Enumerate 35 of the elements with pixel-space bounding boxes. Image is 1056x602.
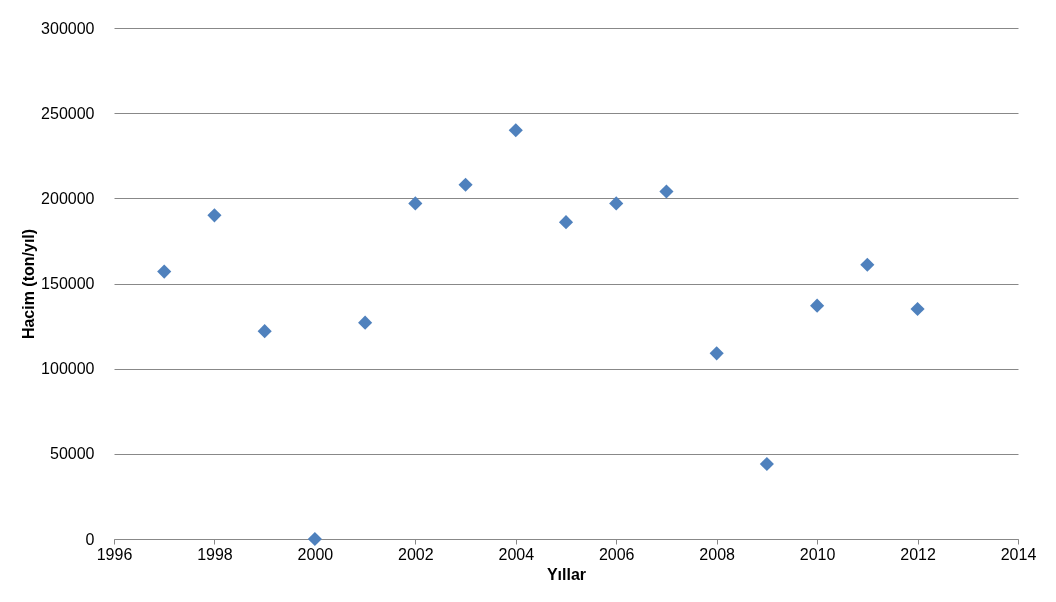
point	[408, 196, 423, 211]
y-tick-label: 100000	[41, 360, 95, 378]
point	[659, 184, 674, 199]
point	[759, 456, 774, 472]
point	[508, 123, 523, 138]
y-tick-label: 150000	[41, 275, 95, 292]
y-tick-label: 0	[85, 530, 95, 548]
point	[860, 257, 875, 272]
x-tick-label: 2010	[799, 545, 836, 563]
x-tick-label: 2000	[297, 545, 334, 563]
x-tick-label: 2008	[699, 545, 736, 563]
point	[458, 177, 473, 192]
point	[910, 301, 925, 317]
y-axis-title: Hacim (ton/yıl)	[20, 228, 38, 340]
y-tick-label: 200000	[41, 189, 95, 207]
y-tick-label: 50000	[50, 445, 95, 463]
x-axis-title: Yıllar	[546, 565, 587, 583]
point	[157, 264, 172, 279]
x-tick-label: 2004	[498, 545, 535, 563]
x-tick-label: 1996	[96, 545, 133, 563]
x-tick-label: 2014	[1000, 545, 1037, 563]
point	[307, 531, 322, 547]
x-tick-label: 2002	[398, 545, 434, 563]
y-tick-label: 250000	[41, 104, 95, 122]
point	[207, 208, 222, 223]
x-tick-label: 2012	[900, 545, 936, 563]
point	[358, 315, 373, 330]
x-tick-label: 1998	[197, 545, 233, 563]
y-tick-label: 300000	[41, 19, 95, 37]
point	[558, 215, 574, 230]
point	[709, 346, 724, 361]
point	[609, 196, 624, 211]
point	[810, 298, 825, 313]
x-tick-label: 2006	[598, 545, 635, 563]
point	[257, 324, 272, 339]
